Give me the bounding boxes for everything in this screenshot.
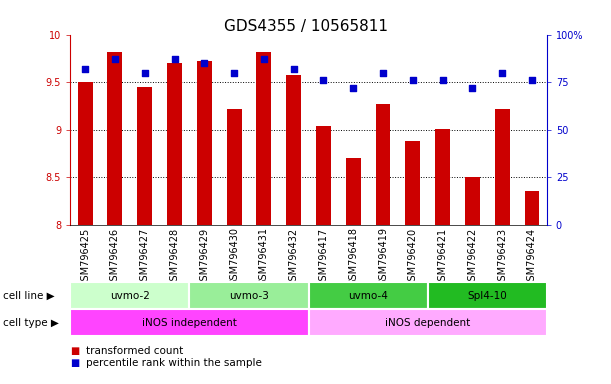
Text: transformed count: transformed count [86,346,183,356]
Point [229,70,239,76]
Bar [108,52,122,225]
Point [408,77,418,83]
Bar [376,104,390,225]
Point [259,56,269,62]
Point [348,85,358,91]
Point [80,66,90,72]
Bar [78,82,93,225]
Text: Spl4-10: Spl4-10 [467,291,507,301]
Bar [316,126,331,225]
Text: ■: ■ [70,358,79,368]
Text: cell line ▶: cell line ▶ [3,291,54,301]
Point [437,77,447,83]
Bar [137,87,152,225]
Text: GDS4355 / 10565811: GDS4355 / 10565811 [224,19,387,34]
Bar [346,158,360,225]
Point [527,77,537,83]
Point [497,70,507,76]
Point [289,66,299,72]
Bar [167,63,182,225]
Bar [405,141,420,225]
Point [467,85,477,91]
Point [199,60,209,66]
Bar [286,75,301,225]
Text: iNOS dependent: iNOS dependent [385,318,470,328]
Bar [197,61,212,225]
Text: cell type ▶: cell type ▶ [3,318,59,328]
Bar [435,129,450,225]
Text: uvmo-4: uvmo-4 [348,291,388,301]
Bar [495,109,510,225]
Text: uvmo-2: uvmo-2 [110,291,150,301]
Bar [524,191,540,225]
Point [318,77,328,83]
Bar [227,109,241,225]
Text: ■: ■ [70,346,79,356]
Text: percentile rank within the sample: percentile rank within the sample [86,358,262,368]
Text: iNOS independent: iNOS independent [142,318,237,328]
Bar [465,177,480,225]
Bar [257,52,271,225]
Point [378,70,388,76]
Point [140,70,150,76]
Point [110,56,120,62]
Text: uvmo-3: uvmo-3 [229,291,269,301]
Point [170,56,180,62]
